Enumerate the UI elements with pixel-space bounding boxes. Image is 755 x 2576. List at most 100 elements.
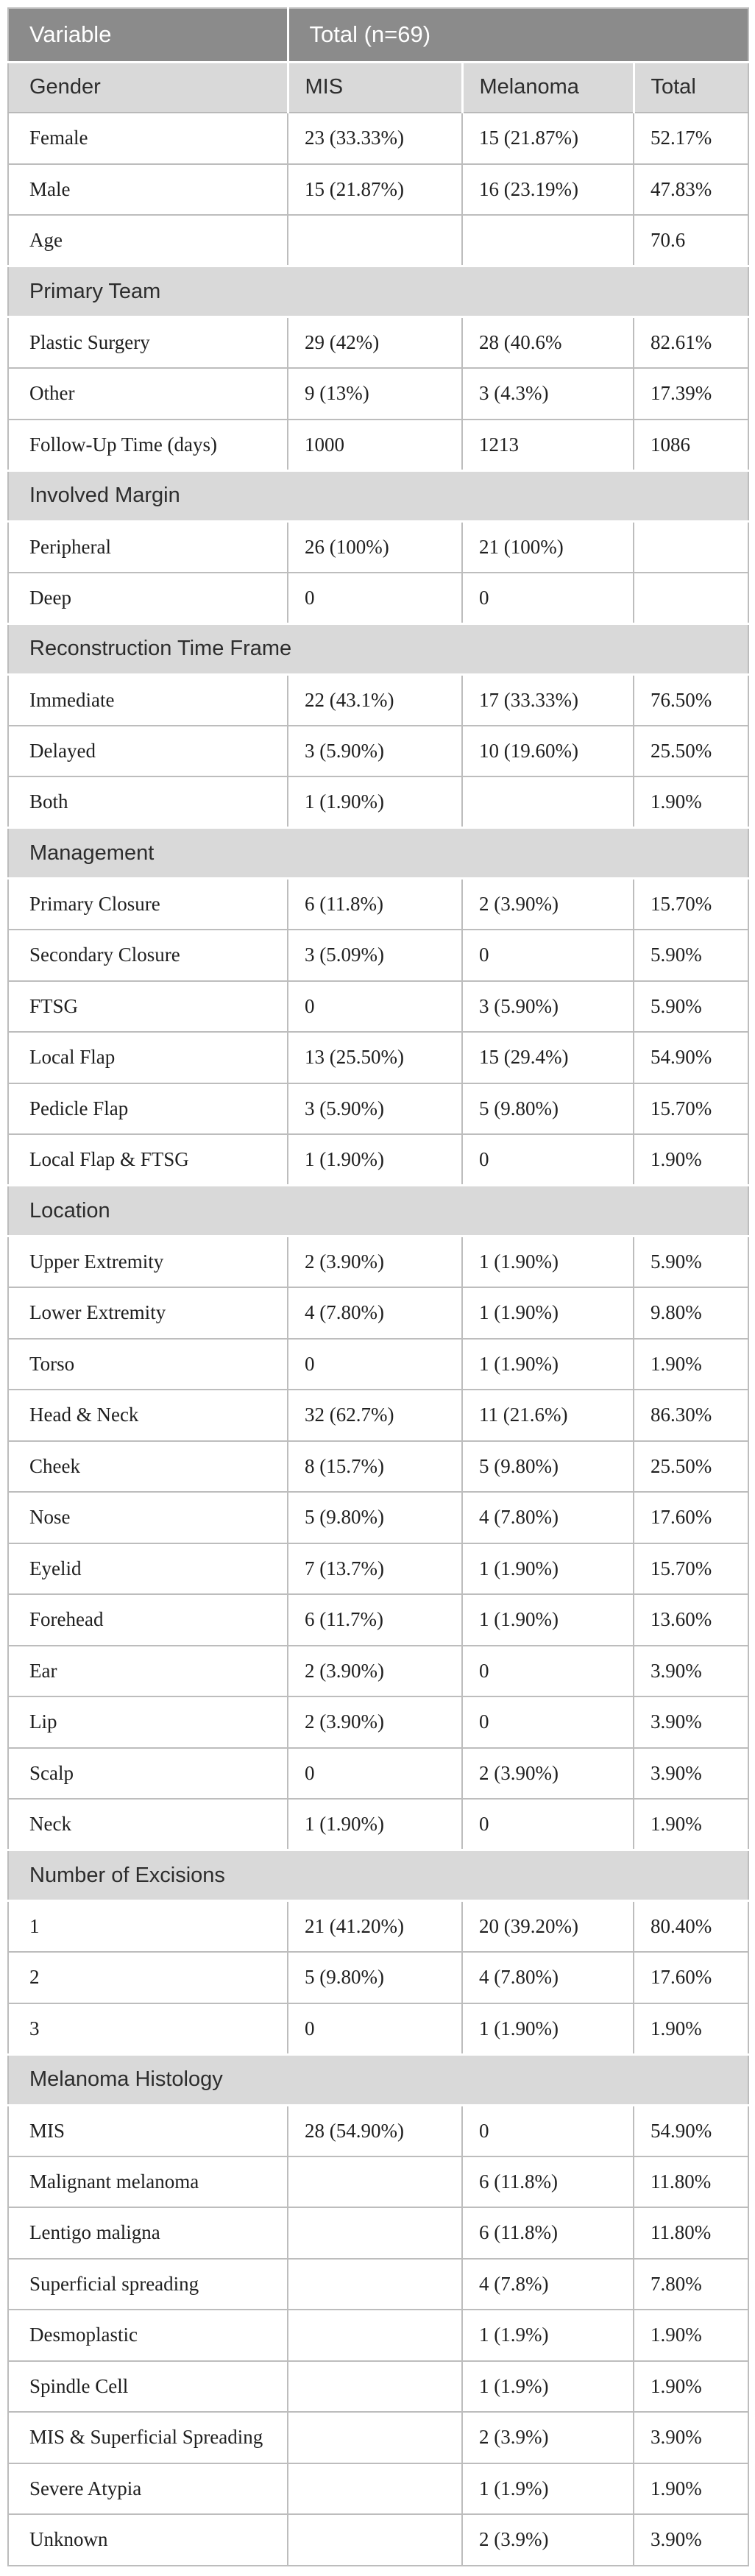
table-row: Head & Neck 32 (62.7%) 11 (21.6%) 86.30%: [7, 1389, 750, 1442]
mis-value-cell: 13 (25.50%): [287, 1031, 463, 1084]
mis-value-cell: 8 (15.7%): [287, 1440, 463, 1493]
melanoma-value-cell: 0: [461, 929, 634, 982]
table-row: 1 21 (41.20%) 20 (39.20%) 80.40%: [7, 1900, 750, 1953]
melanoma-value-cell: 21 (100%): [461, 520, 634, 573]
section-header-row: Involved Margin: [8, 469, 749, 523]
total-value-cell: 1.90%: [632, 2309, 750, 2362]
melanoma-value-cell: 1 (1.90%): [461, 1287, 634, 1340]
total-value-cell: 47.83%: [632, 163, 750, 216]
patient-summary-table: Variable Total (n=69) Gender MIS Melanom…: [7, 7, 750, 2566]
table-row: Female 23 (33.33%) 15 (21.87%) 52.17%: [7, 112, 750, 165]
section-header: Location: [8, 1184, 749, 1237]
section-header-row: Melanoma Histology: [8, 2053, 749, 2106]
melanoma-value-cell: 2 (3.90%): [461, 877, 634, 930]
row-label-cell: Pedicle Flap: [7, 1082, 288, 1135]
total-value-cell: 3.90%: [632, 1644, 750, 1697]
row-label-cell: Follow-Up Time (days): [7, 418, 288, 471]
melanoma-value-cell: 5 (9.80%): [461, 1082, 634, 1135]
total-value-cell: 3.90%: [632, 2513, 750, 2566]
melanoma-value-cell: 0: [461, 1644, 634, 1697]
row-label-cell: Peripheral: [7, 520, 288, 573]
row-label-cell: Plastic Surgery: [7, 316, 288, 369]
header-total-cell: Total (n=69): [288, 8, 749, 63]
table-row: Eyelid 7 (13.7%) 1 (1.90%) 15.70%: [7, 1542, 750, 1595]
melanoma-value-cell: 2 (3.90%): [461, 1747, 634, 1800]
subheader-melanoma-cell: Melanoma: [462, 62, 635, 113]
table-row: Local Flap & FTSG 1 (1.90%) 0 1.90%: [7, 1133, 750, 1186]
total-value-cell: 5.90%: [632, 980, 750, 1033]
row-label-cell: Lentigo maligna: [7, 2207, 288, 2260]
melanoma-value-cell: 17 (33.33%): [461, 673, 634, 726]
mis-value-cell: [287, 2462, 463, 2515]
melanoma-value-cell: 6 (11.8%): [461, 2207, 634, 2260]
total-value-cell: 1.90%: [632, 776, 750, 829]
row-label-cell: Torso: [7, 1337, 288, 1390]
total-value-cell: [632, 520, 750, 573]
mis-value-cell: 9 (13%): [287, 367, 463, 420]
table-row: Deep 0 0: [7, 571, 750, 624]
row-label-cell: Forehead: [7, 1593, 288, 1646]
mis-value-cell: [287, 2155, 463, 2208]
table-row: MIS 28 (54.90%) 0 54.90%: [7, 2104, 750, 2157]
row-label-cell: Malignant melanoma: [7, 2155, 288, 2208]
melanoma-value-cell: 16 (23.19%): [461, 163, 634, 216]
melanoma-value-cell: 15 (29.4%): [461, 1031, 634, 1084]
subheader-mis-cell: MIS: [288, 62, 464, 113]
mis-value-cell: [287, 214, 463, 267]
row-label-cell: Immediate: [7, 673, 288, 726]
row-label-cell: Age: [7, 214, 288, 267]
total-value-cell: 70.6: [632, 214, 750, 267]
mis-value-cell: [287, 2411, 463, 2464]
total-value-cell: 1.90%: [632, 2002, 750, 2055]
total-value-cell: 17.39%: [632, 367, 750, 420]
section-header-row: Primary Team: [8, 265, 749, 318]
row-label-cell: Male: [7, 163, 288, 216]
total-value-cell: 1.90%: [632, 1337, 750, 1390]
row-label-cell: Local Flap & FTSG: [7, 1133, 288, 1186]
total-value-cell: [632, 571, 750, 624]
table-row: Peripheral 26 (100%) 21 (100%): [7, 520, 750, 573]
section-header-row: Reconstruction Time Frame: [8, 622, 749, 676]
melanoma-value-cell: 0: [461, 2104, 634, 2157]
table-row: Scalp 0 2 (3.90%) 3.90%: [7, 1747, 750, 1800]
table-row: Unknown 2 (3.9%) 3.90%: [7, 2513, 750, 2566]
total-value-cell: 11.80%: [632, 2155, 750, 2208]
table-row: Cheek 8 (15.7%) 5 (9.80%) 25.50%: [7, 1440, 750, 1493]
row-label-cell: Deep: [7, 571, 288, 624]
melanoma-value-cell: 1 (1.90%): [461, 1235, 634, 1288]
melanoma-value-cell: 0: [461, 1696, 634, 1749]
table-row: Upper Extremity 2 (3.90%) 1 (1.90%) 5.90%: [7, 1235, 750, 1288]
row-label-cell: Ear: [7, 1644, 288, 1697]
section-header: Involved Margin: [8, 469, 749, 523]
row-label-cell: MIS: [7, 2104, 288, 2157]
mis-value-cell: 3 (5.09%): [287, 929, 463, 982]
section-header-row: Management: [8, 827, 749, 880]
row-label-cell: MIS & Superficial Spreading: [7, 2411, 288, 2464]
mis-value-cell: 32 (62.7%): [287, 1389, 463, 1442]
melanoma-value-cell: 10 (19.60%): [461, 724, 634, 777]
total-value-cell: 80.40%: [632, 1900, 750, 1953]
row-label-cell: Scalp: [7, 1747, 288, 1800]
mis-value-cell: 0: [287, 1747, 463, 1800]
row-label-cell: Superficial spreading: [7, 2257, 288, 2310]
table-row: Ear 2 (3.90%) 0 3.90%: [7, 1644, 750, 1697]
mis-value-cell: 3 (5.90%): [287, 724, 463, 777]
melanoma-value-cell: 1213: [461, 418, 634, 471]
header-variable-cell: Variable: [8, 8, 289, 63]
melanoma-value-cell: 0: [461, 1133, 634, 1186]
row-label-cell: Nose: [7, 1491, 288, 1544]
table-row: Nose 5 (9.80%) 4 (7.80%) 17.60%: [7, 1491, 750, 1544]
melanoma-value-cell: 5 (9.80%): [461, 1440, 634, 1493]
mis-value-cell: 0: [287, 571, 463, 624]
table-row: Follow-Up Time (days) 1000 1213 1086: [7, 418, 750, 471]
melanoma-value-cell: 20 (39.20%): [461, 1900, 634, 1953]
mis-value-cell: 29 (42%): [287, 316, 463, 369]
total-value-cell: 1.90%: [632, 2360, 750, 2413]
table-row: Desmoplastic 1 (1.9%) 1.90%: [7, 2309, 750, 2362]
mis-value-cell: [287, 2257, 463, 2310]
melanoma-value-cell: 15 (21.87%): [461, 112, 634, 165]
total-value-cell: 17.60%: [632, 1951, 750, 2004]
mis-value-cell: 6 (11.8%): [287, 877, 463, 930]
section-header: Reconstruction Time Frame: [8, 622, 749, 676]
